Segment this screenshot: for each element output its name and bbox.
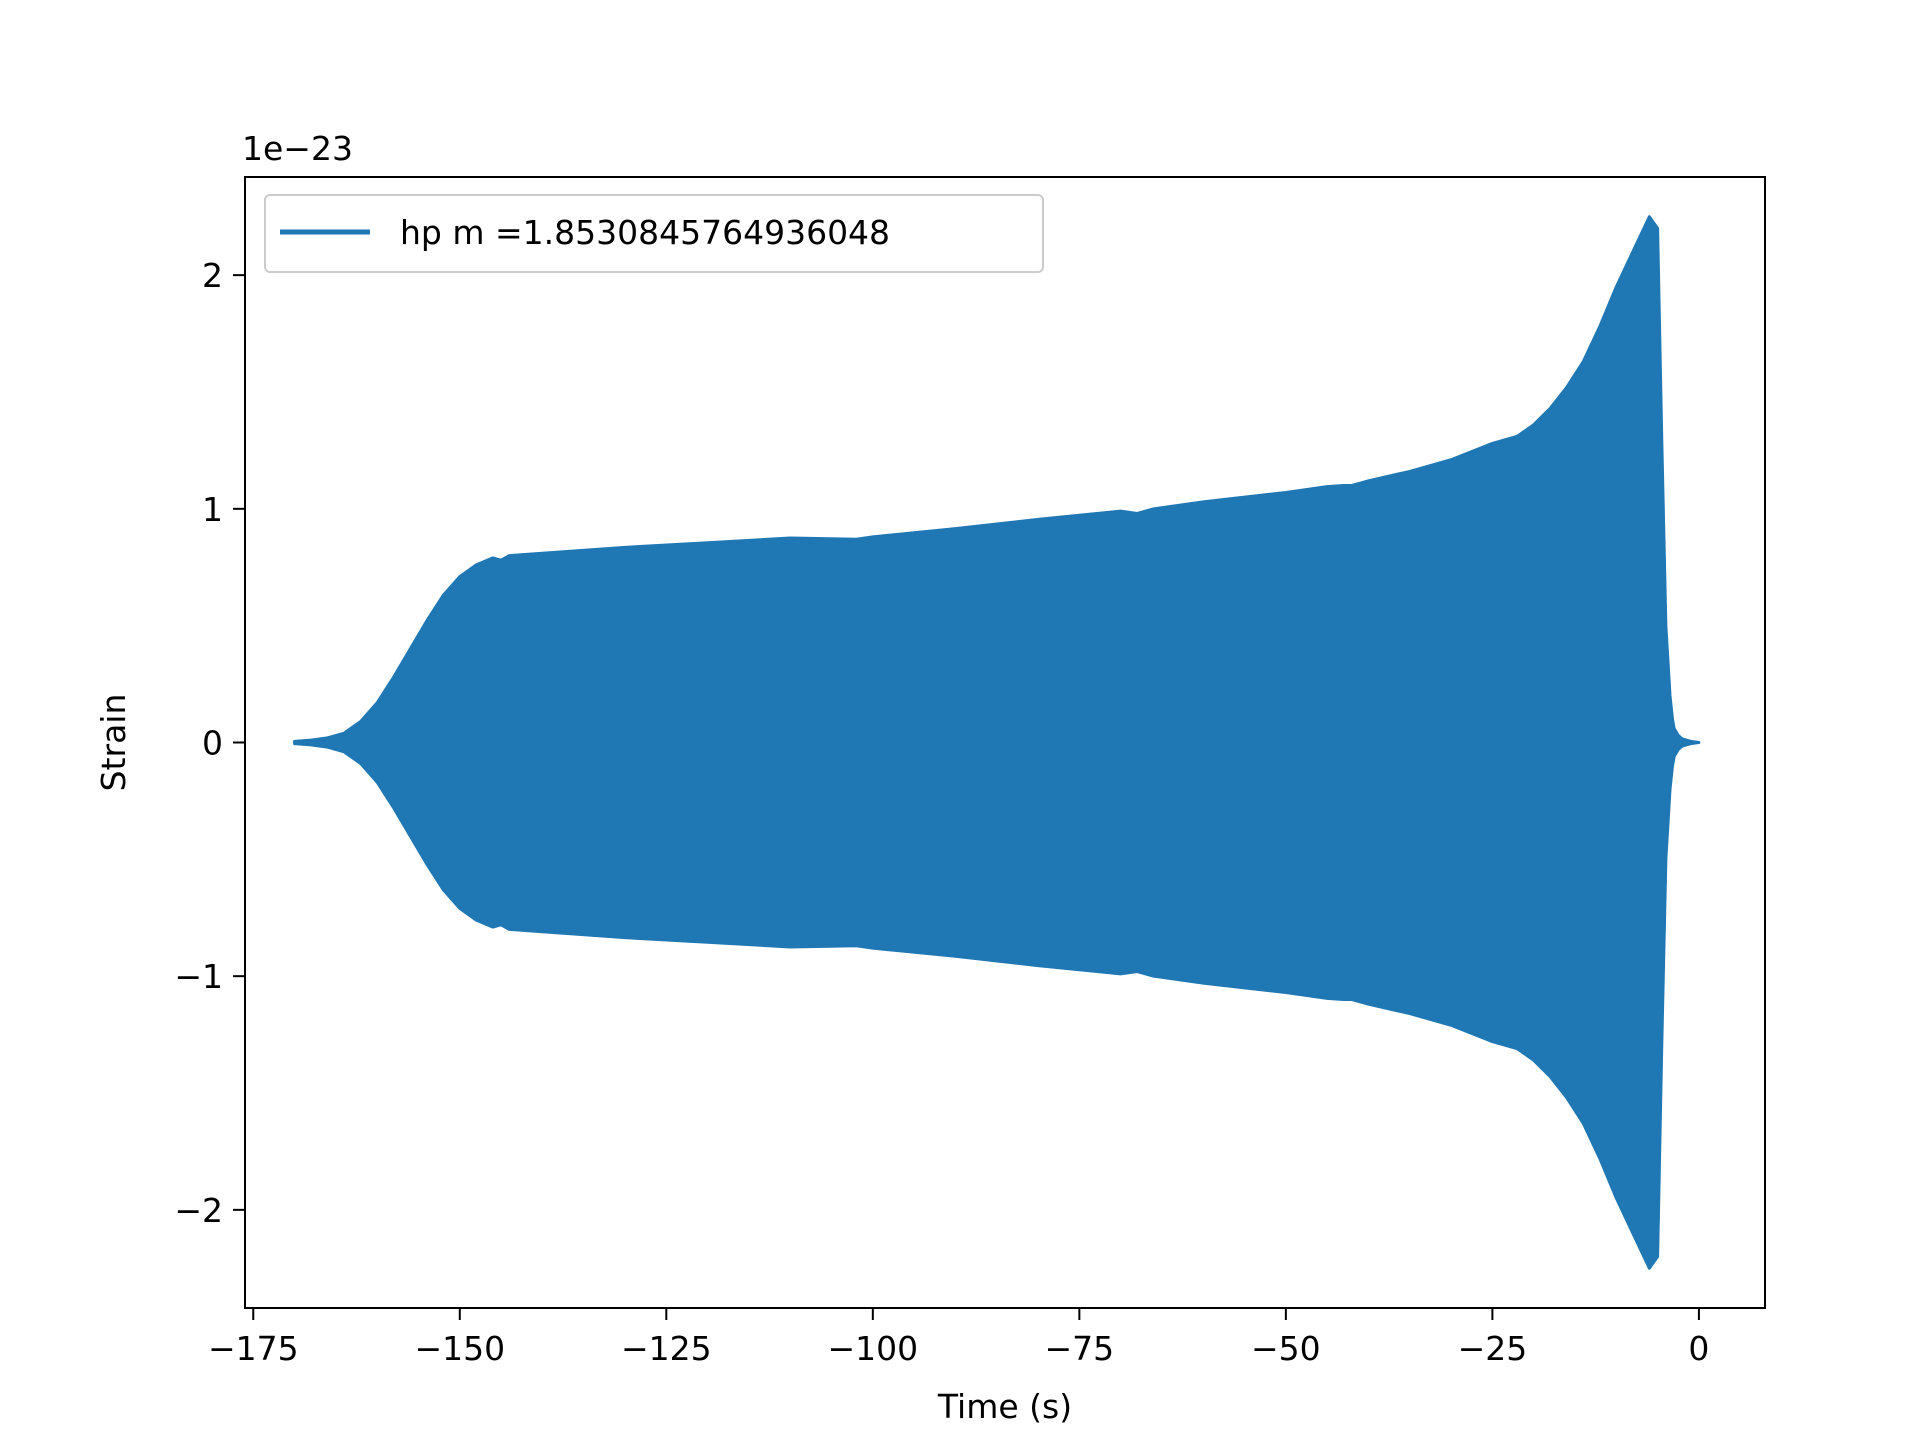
y-tick-label: 2 [202, 256, 223, 295]
y-tick-label: −2 [174, 1191, 223, 1230]
x-axis-ticks: −175 −150 −125 −100 −75 −50 −25 0 [208, 1308, 1709, 1368]
y-axis-title: Strain [94, 694, 133, 792]
y-tick-label: 1 [202, 490, 223, 529]
x-tick-label: 0 [1688, 1329, 1709, 1368]
legend-box [264, 194, 1044, 273]
x-axis-title: Time (s) [937, 1387, 1072, 1426]
y-axis-ticks: −2 −1 0 1 2 [174, 256, 245, 1230]
x-tick-label: −125 [621, 1329, 712, 1368]
plot-layer [293, 215, 1701, 1270]
series-waveform [293, 215, 1701, 1270]
x-tick-label: −175 [208, 1329, 299, 1368]
y-tick-label: −1 [174, 957, 223, 996]
legend-label: hp m =1.8530845764936048 [400, 213, 890, 252]
x-tick-label: −50 [1251, 1329, 1321, 1368]
y-axis-offset-text: 1e−23 [242, 129, 353, 168]
legend: hp m =1.8530845764936048 [264, 194, 1044, 273]
y-tick-label: 0 [202, 724, 223, 763]
x-tick-label: −25 [1458, 1329, 1528, 1368]
x-tick-label: −75 [1045, 1329, 1115, 1368]
x-tick-label: −150 [414, 1329, 505, 1368]
x-tick-label: −100 [828, 1329, 919, 1368]
